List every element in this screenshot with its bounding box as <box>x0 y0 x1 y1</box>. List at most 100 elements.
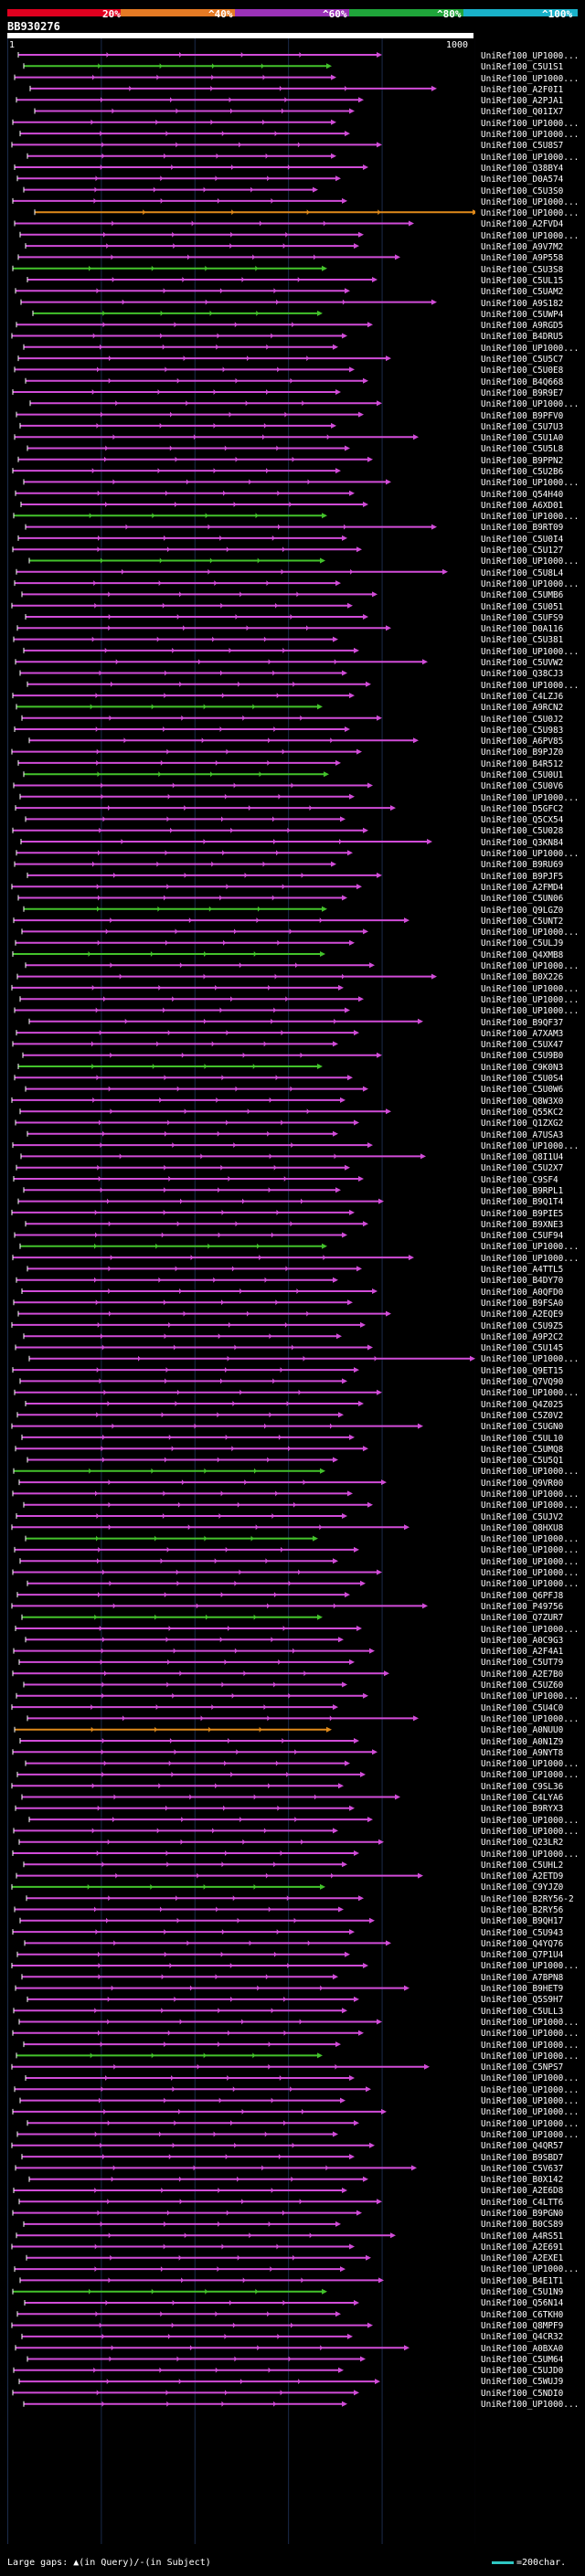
hit-alignment[interactable] <box>23 479 391 485</box>
hit-alignment[interactable] <box>14 1389 382 1395</box>
hit-alignment[interactable] <box>14 434 419 440</box>
hit-alignment[interactable] <box>18 2019 382 2025</box>
hit-alignment[interactable] <box>14 220 414 227</box>
hit-label[interactable]: UniRef100_C5U145 <box>481 1343 564 1354</box>
hit-label[interactable]: UniRef100_C5U028 <box>481 826 564 837</box>
hit-label[interactable]: UniRef100_B9QF37 <box>481 1017 564 1028</box>
hit-label[interactable]: UniRef100_UP1000... <box>481 849 580 860</box>
hit-label[interactable]: UniRef100_UP1000... <box>481 646 580 657</box>
hit-alignment[interactable] <box>27 1580 366 1586</box>
hit-label[interactable]: UniRef100_C5V637 <box>481 2163 564 2174</box>
hit-alignment[interactable] <box>27 445 350 451</box>
hit-label[interactable]: UniRef100_C5UM64 <box>481 2354 564 2365</box>
hit-label[interactable]: UniRef100_UP1000... <box>481 1006 580 1017</box>
hit-label[interactable]: UniRef100_C5U381 <box>481 635 564 646</box>
hit-alignment[interactable] <box>27 2120 359 2126</box>
hit-alignment[interactable] <box>23 63 332 69</box>
hit-alignment[interactable] <box>14 2266 346 2273</box>
hit-alignment[interactable] <box>14 1232 347 1238</box>
hit-alignment[interactable] <box>15 2165 417 2171</box>
hit-alignment[interactable] <box>15 490 355 496</box>
hit-alignment[interactable] <box>12 2108 387 2115</box>
hit-alignment[interactable] <box>16 1951 350 1957</box>
hit-alignment[interactable] <box>14 861 336 867</box>
hit-alignment[interactable] <box>19 231 364 238</box>
hit-alignment[interactable] <box>13 1299 353 1306</box>
hit-alignment[interactable] <box>16 704 323 710</box>
hit-alignment[interactable] <box>13 917 410 924</box>
hit-alignment[interactable] <box>20 1153 426 1160</box>
hit-alignment[interactable] <box>19 996 364 1002</box>
hit-alignment[interactable] <box>12 389 341 395</box>
hit-alignment[interactable] <box>15 1985 410 1991</box>
hit-label[interactable]: UniRef100_Q4QR57 <box>481 2141 564 2152</box>
hit-alignment[interactable] <box>12 1142 373 1149</box>
hit-label[interactable]: UniRef100_UP1000... <box>481 230 580 241</box>
hit-alignment[interactable] <box>15 1626 362 1631</box>
hit-label[interactable]: UniRef100_A9NYT8 <box>481 1747 564 1758</box>
hit-alignment[interactable] <box>25 524 437 530</box>
hit-label[interactable]: UniRef100_A2E6D8 <box>481 2186 564 2197</box>
hit-label[interactable]: UniRef100_C5UNT2 <box>481 916 564 927</box>
hit-label[interactable]: UniRef100_UP1000... <box>481 1568 580 1579</box>
hit-label[interactable]: UniRef100_Q55KC2 <box>481 1107 564 1118</box>
hit-label[interactable]: UniRef100_A2ETD9 <box>481 1871 564 1882</box>
hit-alignment[interactable] <box>16 1412 344 1418</box>
hit-label[interactable]: UniRef100_A0NUU0 <box>481 1725 564 1736</box>
hit-label[interactable]: UniRef100_UP1000... <box>481 928 580 938</box>
hit-label[interactable]: UniRef100_UP1000... <box>481 1759 580 1770</box>
hit-alignment[interactable] <box>23 186 318 193</box>
hit-alignment[interactable] <box>12 265 327 271</box>
hit-label[interactable]: UniRef100_UP1000... <box>481 2096 580 2107</box>
hit-label[interactable]: UniRef100_C5U8L4 <box>481 567 564 578</box>
hit-label[interactable]: UniRef100_A2FVD4 <box>481 219 564 230</box>
hit-label[interactable]: UniRef100_B4Q668 <box>481 376 564 387</box>
hit-alignment[interactable] <box>17 759 341 766</box>
hit-alignment[interactable] <box>26 1895 364 1902</box>
hit-label[interactable]: UniRef100_C9K0N3 <box>481 1062 564 1073</box>
hit-alignment[interactable] <box>23 2221 341 2227</box>
hit-alignment[interactable] <box>11 1097 346 1103</box>
hit-alignment[interactable] <box>24 1940 391 1946</box>
hit-label[interactable]: UniRef100_C5UJV2 <box>481 1511 564 1522</box>
hit-label[interactable]: UniRef100_C5ULL3 <box>481 2006 564 2017</box>
hit-alignment[interactable] <box>12 2030 364 2036</box>
hit-label[interactable]: UniRef100_Q38CJ3 <box>481 669 564 680</box>
hit-alignment[interactable] <box>19 422 336 429</box>
hit-label[interactable]: UniRef100_B9PGN0 <box>481 2209 564 2219</box>
hit-label[interactable]: UniRef100_C5U5C7 <box>481 355 564 366</box>
hit-label[interactable]: UniRef100_B9RYX3 <box>481 1804 564 1815</box>
hit-alignment[interactable] <box>12 468 341 474</box>
hit-label[interactable]: UniRef100_UP1000... <box>481 2118 580 2129</box>
hit-label[interactable]: UniRef100_UP1000... <box>481 1140 580 1151</box>
hit-label[interactable]: UniRef100_C5U9B0 <box>481 1051 564 1062</box>
hit-alignment[interactable] <box>12 951 325 957</box>
hit-label[interactable]: UniRef100_B9SBD7 <box>481 2152 564 2163</box>
hit-alignment[interactable] <box>27 277 378 282</box>
hit-label[interactable]: UniRef100_Q4XMB8 <box>481 949 564 960</box>
hit-alignment[interactable] <box>16 411 364 418</box>
hit-label[interactable]: UniRef100_A0N1Z9 <box>481 1736 564 1747</box>
hit-alignment[interactable] <box>28 1355 475 1362</box>
hit-alignment[interactable] <box>12 546 362 553</box>
hit-label[interactable]: UniRef100_Q9VR00 <box>481 1478 564 1489</box>
hit-label[interactable]: UniRef100_B0X142 <box>481 2175 564 2186</box>
hit-alignment[interactable] <box>14 164 368 170</box>
hit-alignment[interactable] <box>11 2063 430 2070</box>
hit-alignment[interactable] <box>14 366 355 373</box>
hit-label[interactable]: UniRef100_UP1000... <box>481 208 580 219</box>
hit-label[interactable]: UniRef100_C5UAM2 <box>481 287 564 298</box>
hit-label[interactable]: UniRef100_C5UL10 <box>481 1433 564 1444</box>
hit-label[interactable]: UniRef100_C5U5Q1 <box>481 1456 564 1467</box>
hit-alignment[interactable] <box>28 1018 423 1024</box>
hit-alignment[interactable] <box>16 1164 350 1171</box>
hit-label[interactable]: UniRef100_UP1000... <box>481 961 580 972</box>
hit-label[interactable]: UniRef100_A0QFD0 <box>481 1287 564 1298</box>
hit-label[interactable]: UniRef100_C5U2B6 <box>481 466 564 477</box>
hit-alignment[interactable] <box>19 1738 359 1744</box>
hit-label[interactable]: UniRef100_C5U3S8 <box>481 264 564 275</box>
hit-alignment[interactable] <box>21 1974 338 1980</box>
hit-label[interactable]: UniRef100_C5U983 <box>481 725 564 736</box>
hit-label[interactable]: UniRef100_B9PJF5 <box>481 871 564 882</box>
hit-label[interactable]: UniRef100_UP1000... <box>481 2029 580 2040</box>
